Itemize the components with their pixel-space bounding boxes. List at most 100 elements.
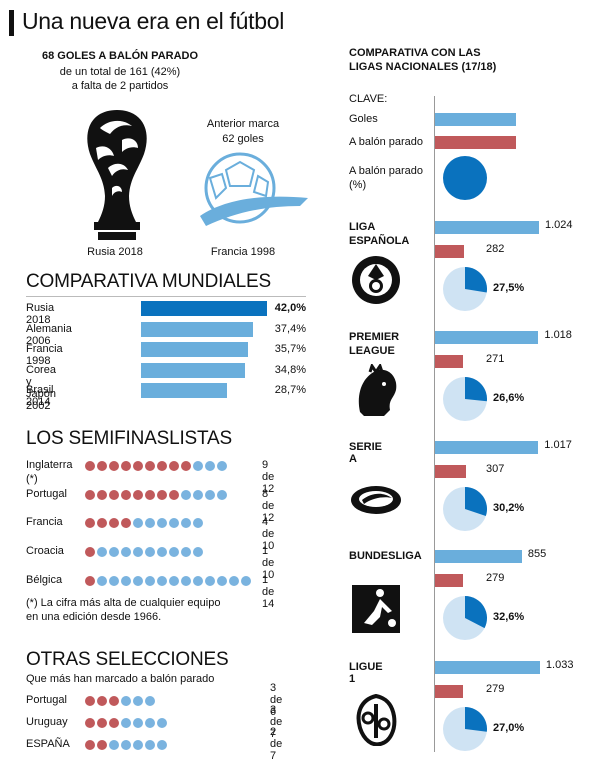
prev-record-line2: 62 goles bbox=[222, 133, 264, 145]
goal-dot-other bbox=[181, 576, 191, 586]
goal-dot-other bbox=[145, 696, 155, 706]
otras-subtitle: Que más han marcado a balón parado bbox=[26, 673, 215, 685]
page-title: Una nueva era en el fútbol bbox=[22, 8, 285, 34]
serie-a-logo-icon bbox=[351, 486, 401, 514]
liga-name-1: LIGUE 1 bbox=[349, 661, 383, 685]
goal-dot-other bbox=[157, 547, 167, 557]
otras-count: 3 de 7 bbox=[270, 704, 283, 740]
goal-dot-other bbox=[229, 576, 239, 586]
premier-lion-icon bbox=[358, 364, 397, 416]
goal-dot-other bbox=[217, 461, 227, 471]
goal-dot-other bbox=[109, 576, 119, 586]
liga-name-2: ESPAÑOLA bbox=[349, 235, 410, 247]
intro-line2: de un total de 161 (42%) bbox=[59, 66, 181, 78]
otras-title: OTRAS SELECCIONES bbox=[26, 649, 229, 670]
mundial-bar bbox=[141, 301, 267, 316]
mundial-bar bbox=[141, 362, 246, 378]
goal-dot-set-piece bbox=[109, 490, 119, 500]
liga-name-2: LEAGUE bbox=[349, 345, 395, 357]
goal-dot-set-piece bbox=[85, 518, 95, 528]
goal-dot-other bbox=[157, 518, 167, 528]
tricolore-ball-icon bbox=[200, 152, 308, 226]
goal-dot-set-piece bbox=[97, 696, 107, 706]
liga-goles-bar bbox=[435, 331, 539, 344]
goal-dot-other bbox=[169, 518, 179, 528]
goal-dot-other bbox=[145, 547, 155, 557]
liga-balon-value: 282 bbox=[486, 243, 505, 255]
goal-dot-other bbox=[133, 696, 143, 706]
label-francia-1998: Francia 1998 bbox=[210, 246, 276, 258]
liga-goles-bar bbox=[435, 550, 522, 563]
goal-dot-other bbox=[193, 547, 203, 557]
liga-pct-pie bbox=[443, 267, 487, 311]
goal-dot-other bbox=[121, 718, 131, 728]
otras-team: ESPAÑA bbox=[26, 738, 70, 750]
mundial-label: Brasil 2014 bbox=[26, 384, 54, 408]
liga-pct-pie bbox=[443, 377, 487, 421]
mundial-value: 34,8% bbox=[274, 363, 306, 376]
goal-dot-set-piece bbox=[97, 490, 107, 500]
goal-dot-other bbox=[217, 576, 227, 586]
goal-dot-set-piece bbox=[121, 518, 131, 528]
mundial-bar bbox=[141, 342, 249, 357]
goal-dot-other bbox=[97, 576, 107, 586]
liga-goles-value: 1.033 bbox=[545, 659, 574, 671]
semi-team: Francia bbox=[26, 516, 63, 528]
title-bar bbox=[9, 10, 14, 36]
goal-dot-other bbox=[181, 490, 191, 500]
semi-count: 9 de 12 bbox=[262, 459, 275, 495]
label-rusia-2018: Rusia 2018 bbox=[87, 246, 143, 258]
mundial-value: 42,0% bbox=[274, 302, 306, 314]
goal-dot-other bbox=[145, 518, 155, 528]
liga-pct-pie bbox=[443, 487, 487, 531]
key-pct-label-2: (%) bbox=[349, 179, 367, 191]
mundial-bar bbox=[141, 383, 228, 398]
liga-pct-pie bbox=[443, 707, 487, 751]
goal-dot-set-piece bbox=[85, 547, 95, 557]
liga-balon-value: 279 bbox=[486, 572, 505, 584]
goal-dot-other bbox=[145, 718, 155, 728]
liga-pct-pie bbox=[443, 596, 487, 640]
goal-dot-set-piece bbox=[157, 490, 167, 500]
liga-balon-bar bbox=[435, 245, 464, 258]
goal-dot-other bbox=[169, 576, 179, 586]
goal-dot-other bbox=[133, 718, 143, 728]
mundial-value: 28,7% bbox=[274, 384, 306, 396]
mundial-label: Rusia 2018 bbox=[26, 302, 55, 326]
goal-dot-other bbox=[193, 461, 203, 471]
mundiales-divider bbox=[26, 296, 306, 297]
goal-dot-other bbox=[193, 518, 203, 528]
goal-dot-other bbox=[205, 576, 215, 586]
goal-dot-other bbox=[133, 576, 143, 586]
semis-footnote-1: (*) La cifra más alta de cualquier equip… bbox=[26, 597, 221, 609]
key-goles-bar bbox=[435, 113, 516, 126]
mundial-label: Francia 1998 bbox=[26, 343, 63, 367]
goal-dot-set-piece bbox=[85, 461, 95, 471]
liga-balon-bar bbox=[435, 465, 467, 478]
prev-record-line1: Anterior marca bbox=[206, 118, 280, 130]
liga-name-1: PREMIER bbox=[349, 331, 400, 343]
liga-balon-value: 279 bbox=[486, 683, 505, 695]
goal-dot-set-piece bbox=[97, 461, 107, 471]
mundial-value: 35,7% bbox=[274, 343, 306, 355]
goal-dot-set-piece bbox=[85, 718, 95, 728]
ligas-title-2: LIGAS NACIONALES (17/18) bbox=[349, 61, 497, 73]
goal-dot-other bbox=[109, 740, 119, 750]
goal-dot-other bbox=[133, 740, 143, 750]
goal-dot-other bbox=[193, 576, 203, 586]
intro-headline: 68 GOLES A BALÓN PARADO bbox=[41, 50, 199, 62]
goal-dot-other bbox=[205, 461, 215, 471]
goal-dot-set-piece bbox=[109, 696, 119, 706]
semis-footnote-2: en una edición desde 1966. bbox=[26, 611, 162, 623]
mundial-bar bbox=[141, 321, 254, 337]
mundial-label: Alemania 2006 bbox=[26, 322, 72, 347]
liga-name-1: SERIE A bbox=[349, 441, 383, 465]
goal-dot-other bbox=[121, 547, 131, 557]
liga-balon-bar bbox=[435, 574, 464, 587]
otras-count: 3 de 6 bbox=[270, 682, 283, 718]
otras-count: 2 de 7 bbox=[270, 726, 283, 762]
key-title: CLAVE: bbox=[349, 93, 388, 105]
goal-dot-other bbox=[109, 547, 119, 557]
liga-pct-value: 32,6% bbox=[493, 611, 525, 623]
semi-count: 1 de 14 bbox=[262, 574, 275, 610]
